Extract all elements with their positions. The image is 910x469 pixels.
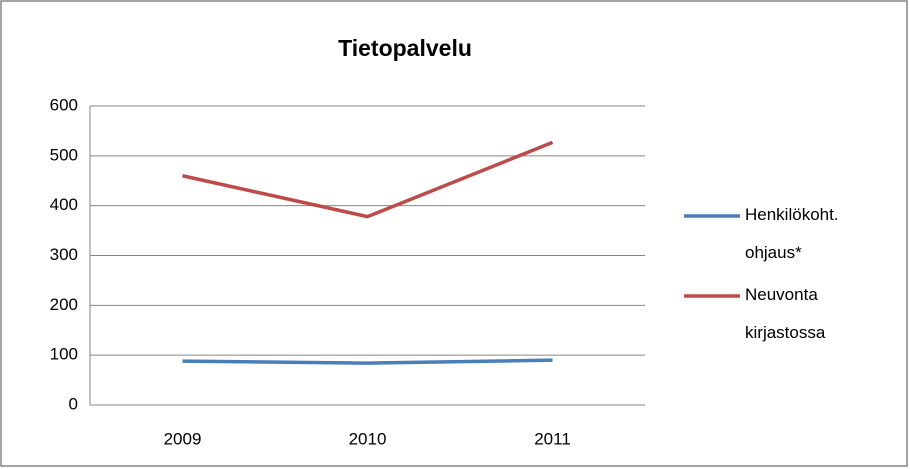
y-tick-label: 200 <box>50 295 78 314</box>
y-tick-label: 500 <box>50 145 78 164</box>
y-tick-label: 100 <box>50 345 78 364</box>
legend-label: Henkilökoht. ohjaus* <box>745 205 839 262</box>
legend-label: Neuvonta kirjastossa <box>745 285 826 342</box>
y-tick-label: 400 <box>50 195 78 214</box>
y-tick-label: 0 <box>69 394 78 413</box>
x-tick-label: 2011 <box>534 429 571 448</box>
x-tick-label: 2009 <box>164 429 202 448</box>
series-line <box>182 140 554 219</box>
chart-title: Tietopalvelu <box>338 35 472 61</box>
series-line <box>182 358 553 365</box>
y-tick-label: 600 <box>50 95 78 114</box>
y-tick-label: 300 <box>50 245 78 264</box>
x-tick-label: 2010 <box>349 429 387 448</box>
